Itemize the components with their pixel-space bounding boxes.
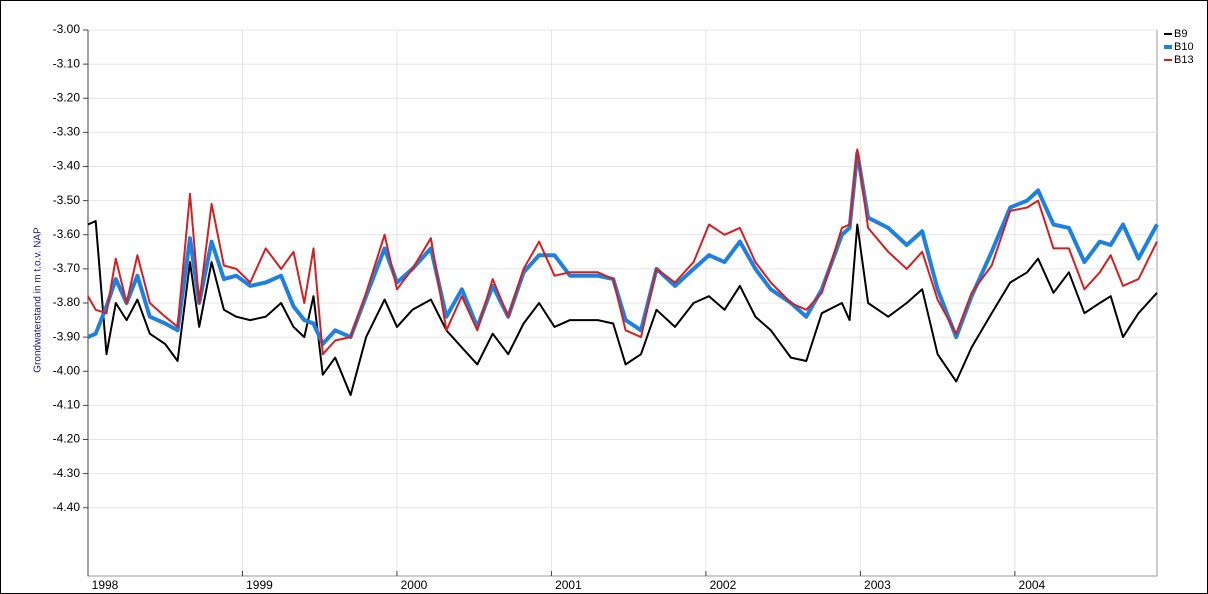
legend-label: B10: [1174, 41, 1194, 53]
x-tick-label: 2004: [1019, 578, 1046, 592]
y-tick-label: -3.30: [53, 125, 81, 139]
x-tick-label: 2000: [401, 578, 428, 592]
y-tick-label: -4.00: [53, 363, 81, 377]
y-tick-label: -3.90: [53, 329, 81, 343]
series-line: [87, 220, 1158, 397]
x-tick-label: 1998: [92, 578, 119, 592]
y-tick-label: -3.40: [53, 159, 81, 173]
y-tick-label: -3.00: [53, 22, 81, 36]
y-tick-label: -4.30: [53, 466, 81, 480]
y-tick-label: -3.10: [53, 56, 81, 70]
y-tick-label: -4.20: [53, 432, 81, 446]
legend-label: B9: [1174, 28, 1187, 40]
legend-label: B13: [1174, 54, 1194, 66]
series-line: [87, 148, 1158, 356]
y-tick-label: -4.40: [53, 500, 81, 514]
x-tick-label: 2003: [864, 578, 891, 592]
x-tick-label: 2002: [710, 578, 737, 592]
x-tick-label: 1999: [246, 578, 273, 592]
y-axis-label: Grondwaterstand in m t.o.v. NAP: [33, 227, 44, 373]
x-tick-label: 2001: [555, 578, 582, 592]
y-tick-label: -3.50: [53, 193, 81, 207]
series-line: [87, 150, 1159, 346]
y-tick-label: -3.80: [53, 295, 81, 309]
y-tick-label: -3.20: [53, 90, 81, 104]
y-tick-label: -4.10: [53, 398, 81, 412]
y-tick-label: -3.70: [53, 261, 81, 275]
y-tick-label: -3.60: [53, 227, 81, 241]
